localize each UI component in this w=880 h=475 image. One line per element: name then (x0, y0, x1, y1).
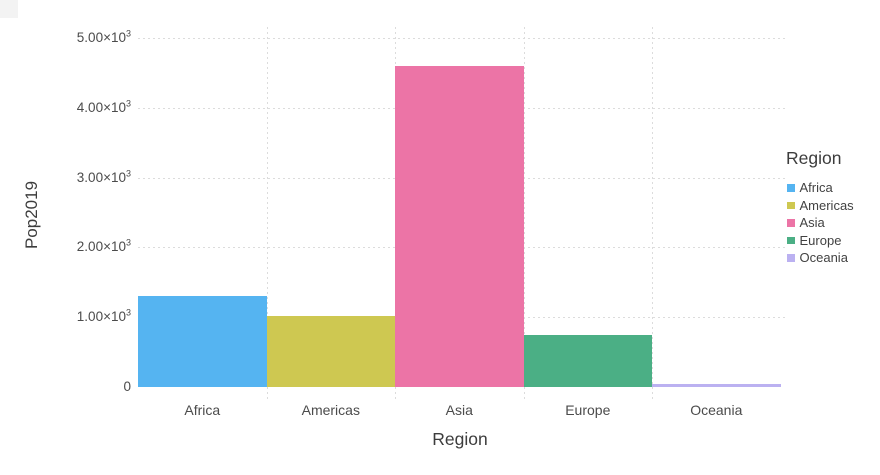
bar-americas (267, 316, 395, 387)
legend-swatch-icon (787, 236, 795, 244)
legend-item-africa: Africa (786, 179, 854, 197)
legend-label: Asia (799, 215, 825, 231)
x-tick-label-asia: Asia (445, 402, 473, 418)
legend-items: Africa Americas Asia Europe Oceania (786, 179, 854, 267)
legend-item-europe: Europe (786, 232, 854, 250)
y-axis-title: Pop2019 (22, 180, 41, 250)
x-axis-title: Region (432, 429, 488, 449)
x-tick-label-americas: Americas (301, 402, 360, 418)
legend-title: Region (786, 148, 842, 168)
x-tick-label-europe: Europe (565, 402, 611, 418)
x-tick-label-oceania: Oceania (690, 402, 743, 418)
y-tick-label: 3.00×103 (76, 168, 131, 185)
y-tick-label: 1.00×103 (76, 307, 131, 325)
legend-label: Africa (799, 180, 833, 196)
x-tick-label-africa: Africa (184, 402, 221, 418)
legend-swatch-icon (787, 184, 795, 192)
legend-item-oceania: Oceania (786, 249, 854, 267)
legend-item-americas: Americas (786, 197, 854, 215)
legend-label: Europe (799, 232, 842, 248)
legend-swatch-icon (787, 219, 795, 227)
legend-swatch-icon (787, 254, 795, 262)
bar-africa (138, 295, 267, 387)
bar-oceania (652, 384, 781, 387)
legend-label: Americas (799, 197, 854, 213)
gridline-vertical (523, 27, 525, 399)
gridline-vertical (266, 27, 268, 399)
gridline-vertical (652, 27, 653, 399)
y-tick-label: 5.00×103 (76, 28, 131, 45)
y-tick-label: 4.00×103 (76, 98, 131, 115)
y-tick-label: 0 (123, 379, 131, 394)
legend-label: Oceania (799, 250, 848, 266)
bar-europe (524, 334, 652, 387)
corner-artifact (0, 0, 18, 18)
bar-asia (395, 65, 524, 387)
legend-item-asia: Asia (786, 214, 854, 232)
legend-swatch-icon (787, 201, 795, 209)
gridline-horizontal (138, 38, 786, 39)
legend: Region Africa Americas Asia Europe Oceania (786, 148, 854, 267)
y-tick-label: 2.00×103 (76, 237, 131, 255)
